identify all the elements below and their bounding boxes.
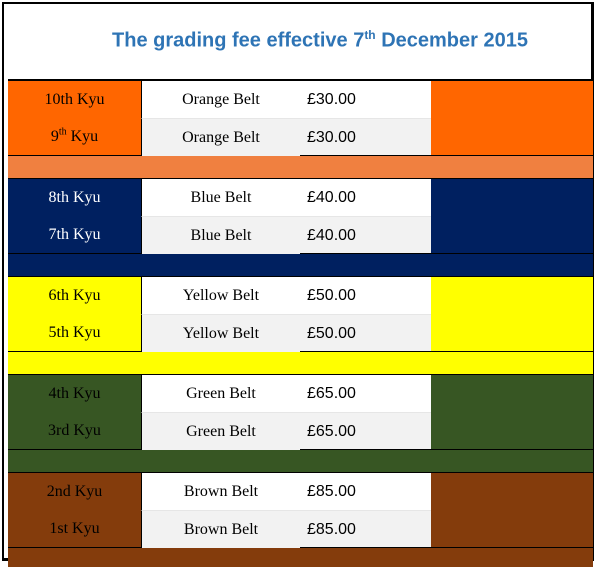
fee-cell: £85.00 [299, 473, 431, 510]
fee-cell: £50.00 [299, 277, 431, 314]
fee-cell: £65.00 [299, 412, 431, 449]
group-color-right [431, 81, 593, 155]
group-separator [8, 253, 593, 277]
group-separator [8, 351, 593, 375]
table-row: 3rd Kyu Green Belt £65.00 [8, 412, 593, 450]
belt-cell: Yellow Belt [141, 277, 300, 314]
fee-cell: £30.00 [299, 118, 431, 155]
page-title: The grading fee effective 7th December 2… [0, 28, 600, 53]
kyu-cell: 7th Kyu [48, 226, 101, 243]
grade-group-yellow: 6th Kyu Yellow Belt £50.00 5th Kyu Yello… [8, 277, 593, 375]
kyu-cell: 9th Kyu [8, 118, 141, 155]
table-row: 10th Kyu Orange Belt £30.00 [8, 81, 593, 118]
kyu-cell: 4th Kyu [48, 385, 101, 402]
fee-cell: £40.00 [299, 179, 431, 216]
belt-cell: Brown Belt [141, 510, 300, 548]
group-color-right [431, 375, 593, 449]
belt-cell: Blue Belt [141, 216, 300, 254]
fee-cell: £85.00 [299, 510, 431, 547]
group-color-left [8, 81, 141, 155]
group-color-right [431, 179, 593, 253]
group-color-left [8, 179, 141, 253]
grade-group-brown: 2nd Kyu Brown Belt £85.00 1st Kyu Brown … [8, 473, 593, 567]
table-row: 1st Kyu Brown Belt £85.00 [8, 510, 593, 548]
belt-cell: Brown Belt [141, 473, 300, 510]
fee-cell: £30.00 [299, 81, 431, 118]
title-rest: December 2015 [375, 29, 528, 52]
kyu-cell: 8th Kyu [48, 189, 101, 206]
group-separator [8, 155, 593, 179]
fee-cell: £65.00 [299, 375, 431, 412]
kyu-cell: 2nd Kyu [46, 483, 103, 500]
title-superscript: th [364, 28, 376, 42]
group-color-left [8, 375, 141, 449]
kyu-cell: 5th Kyu [48, 324, 101, 341]
grade-group-green: 4th Kyu Green Belt £65.00 3rd Kyu Green … [8, 375, 593, 473]
group-color-left [8, 277, 141, 351]
group-color-right [431, 473, 593, 547]
group-color-left [8, 473, 141, 547]
table-row: 9th Kyu Orange Belt £30.00 [8, 118, 593, 156]
kyu-number: 9 [50, 128, 59, 145]
kyu-ordinal-suffix: th [58, 126, 67, 138]
grade-group-orange: 10th Kyu Orange Belt £30.00 9th Kyu Oran… [8, 81, 593, 179]
belt-cell: Green Belt [141, 375, 300, 412]
belt-cell: Orange Belt [141, 118, 300, 156]
kyu-cell: 10th Kyu [44, 91, 105, 108]
group-separator [8, 547, 593, 567]
group-separator [8, 449, 593, 473]
kyu-word: Kyu [66, 128, 99, 145]
belt-cell: Orange Belt [141, 81, 300, 118]
fee-cell: £40.00 [299, 216, 431, 253]
fee-cell: £50.00 [299, 314, 431, 351]
title-prefix: The grading fee effective 7 [112, 29, 365, 52]
kyu-cell: 1st Kyu [49, 520, 100, 537]
table-row: 7th Kyu Blue Belt £40.00 [8, 216, 593, 254]
table-row: 2nd Kyu Brown Belt £85.00 [8, 473, 593, 510]
belt-cell: Green Belt [141, 412, 300, 450]
table-row: 5th Kyu Yellow Belt £50.00 [8, 314, 593, 352]
grading-fee-table: 10th Kyu Orange Belt £30.00 9th Kyu Oran… [8, 79, 593, 567]
table-row: 6th Kyu Yellow Belt £50.00 [8, 277, 593, 314]
table-row: 4th Kyu Green Belt £65.00 [8, 375, 593, 412]
kyu-cell: 3rd Kyu [48, 422, 101, 439]
group-color-right [431, 277, 593, 351]
table-row: 8th Kyu Blue Belt £40.00 [8, 179, 593, 216]
belt-cell: Blue Belt [141, 179, 300, 216]
grade-group-blue: 8th Kyu Blue Belt £40.00 7th Kyu Blue Be… [8, 179, 593, 277]
kyu-cell: 6th Kyu [48, 287, 101, 304]
belt-cell: Yellow Belt [141, 314, 300, 352]
